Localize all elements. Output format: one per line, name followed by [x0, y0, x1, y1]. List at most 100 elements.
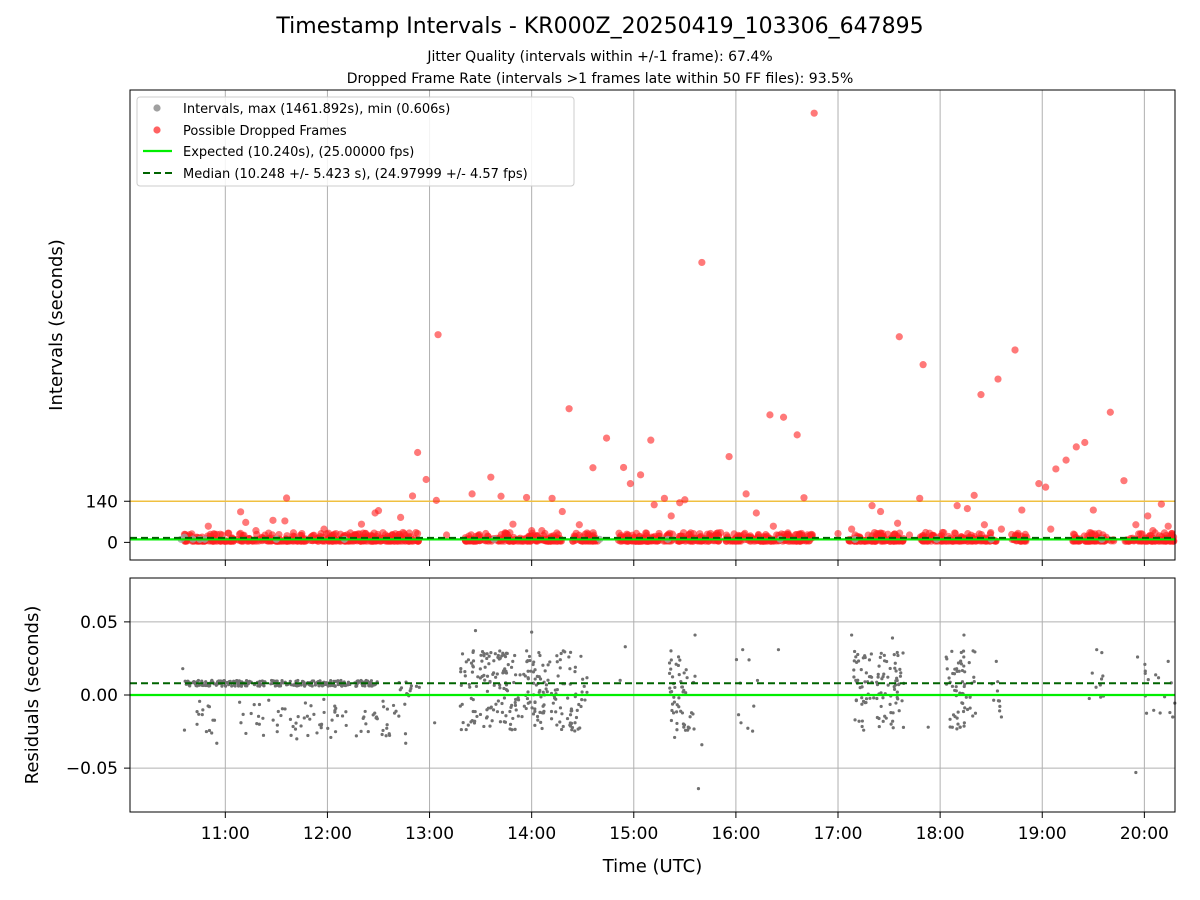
dropped-frame-point — [779, 413, 788, 421]
residual-point — [875, 696, 879, 701]
residual-point — [580, 698, 584, 702]
residual-point — [204, 729, 209, 734]
residual-point — [676, 663, 681, 668]
residual-point — [693, 633, 697, 637]
residual-point — [381, 728, 385, 733]
residual-point — [623, 645, 627, 649]
dropped-frame-point — [1018, 506, 1026, 514]
residual-point — [469, 661, 474, 665]
residual-point — [532, 660, 536, 664]
residual-point — [531, 712, 536, 716]
residual-point — [893, 661, 897, 665]
dropped-frame-point — [281, 517, 289, 525]
residual-point — [257, 702, 262, 707]
residual-point — [689, 711, 694, 715]
residual-point — [480, 659, 484, 663]
residual-point — [511, 716, 515, 721]
legend-label: Median (10.248 +/- 5.423 s), (24.97999 +… — [183, 167, 528, 182]
residual-point — [483, 665, 487, 669]
residual-point — [279, 713, 283, 718]
residual-point — [960, 701, 964, 705]
residual-point — [466, 723, 470, 727]
x-tick-label: 12:00 — [303, 824, 352, 844]
residual-point — [495, 672, 499, 676]
dropped-frame-point — [1144, 512, 1152, 520]
residual-point — [514, 673, 518, 677]
residual-point — [295, 737, 299, 741]
residual-point — [433, 721, 437, 725]
residual-point — [516, 698, 521, 702]
dropped-frame-point — [1106, 408, 1114, 416]
residual-point — [568, 721, 572, 725]
residual-point — [860, 719, 864, 723]
residual-point — [288, 717, 293, 722]
residual-point — [513, 703, 518, 708]
residual-point — [513, 653, 517, 658]
residual-point — [968, 706, 972, 710]
residual-point — [201, 708, 205, 712]
dropped-frame-point — [792, 531, 800, 539]
residual-point — [558, 658, 562, 662]
residual-point — [271, 679, 275, 683]
residual-point — [536, 718, 540, 722]
residual-point — [583, 698, 587, 702]
residual-point — [207, 728, 212, 733]
residual-point — [330, 718, 334, 722]
residual-point — [682, 671, 686, 675]
residual-point — [573, 670, 577, 674]
residual-point — [962, 684, 966, 689]
residual-point — [558, 720, 562, 724]
residual-point — [200, 683, 204, 687]
residual-point — [864, 671, 868, 675]
residual-point — [875, 715, 879, 720]
residual-point — [692, 727, 696, 731]
residual-point — [535, 714, 540, 719]
residual-point — [513, 697, 518, 702]
residual-point — [475, 714, 479, 719]
residual-point — [886, 675, 890, 679]
residual-point — [573, 665, 577, 669]
residual-point — [945, 667, 949, 671]
residual-point — [568, 650, 573, 654]
residual-point — [900, 699, 904, 703]
residual-point — [525, 696, 530, 701]
residual-point — [541, 690, 545, 694]
residual-point — [538, 677, 543, 681]
residual-point — [513, 727, 517, 732]
residual-point — [669, 718, 674, 723]
residual-point — [889, 710, 893, 715]
y-tick-label: 0.00 — [80, 686, 118, 706]
residual-point — [1101, 674, 1105, 678]
residual-point — [860, 696, 864, 700]
residual-point — [538, 653, 542, 658]
residual-point — [195, 710, 199, 714]
dropped-frame-point — [236, 529, 245, 537]
residual-point — [506, 663, 510, 667]
residual-point — [755, 678, 760, 683]
residual-point — [305, 714, 309, 718]
residual-point — [339, 678, 343, 683]
residual-point — [289, 733, 293, 737]
dropped-frame-point — [876, 507, 885, 516]
residual-point — [354, 734, 358, 738]
residual-point — [898, 667, 902, 671]
residual-point — [886, 683, 890, 687]
residual-point — [673, 735, 677, 740]
residual-point — [513, 700, 517, 705]
residual-point — [498, 649, 502, 653]
residual-point — [294, 721, 298, 725]
residual-point — [956, 722, 960, 726]
residual-point — [577, 702, 581, 707]
residual-point — [200, 713, 204, 717]
residual-point — [518, 673, 522, 677]
residual-point — [1156, 676, 1161, 680]
residual-point — [558, 706, 563, 710]
dropped-frame-point — [210, 530, 218, 538]
residual-point — [344, 710, 348, 714]
residual-point — [460, 652, 465, 656]
residual-point — [669, 667, 673, 671]
residual-point — [511, 659, 515, 663]
legend: Intervals, max (1461.892s), min (0.606s)… — [136, 96, 575, 187]
residual-point — [962, 633, 966, 637]
residual-point — [464, 660, 468, 664]
